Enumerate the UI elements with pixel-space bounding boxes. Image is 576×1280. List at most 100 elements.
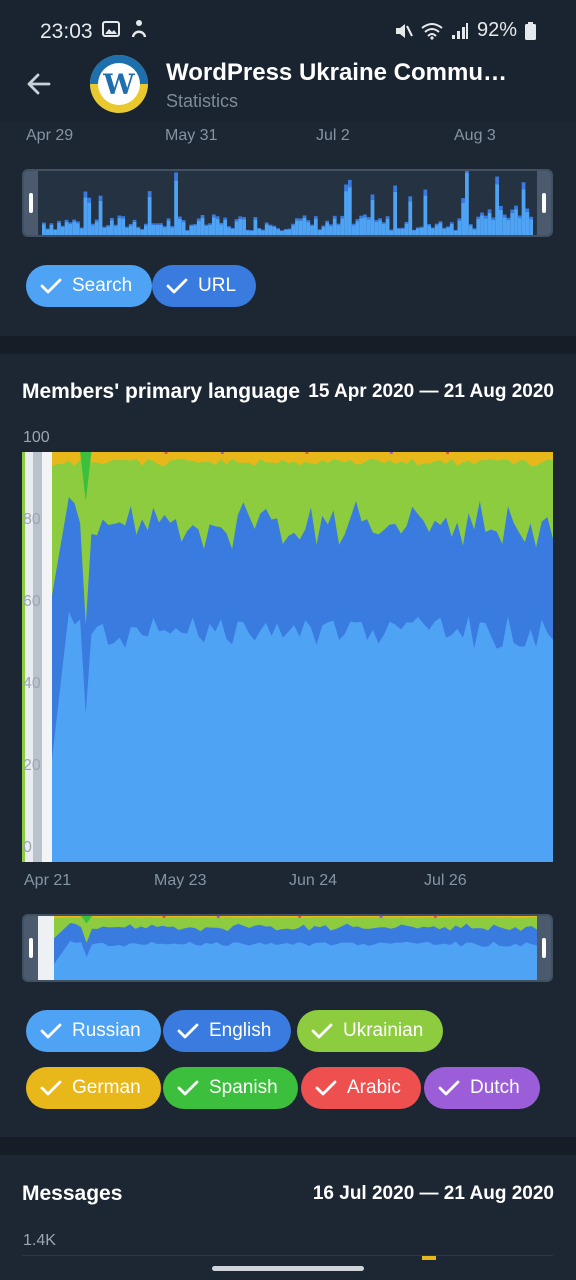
views-bar-top [174, 172, 178, 181]
views-bar [359, 218, 364, 235]
views-mini-bars [42, 171, 533, 235]
views-bar-top [68, 222, 73, 225]
views-bar [64, 221, 69, 235]
gesture-nav-bar[interactable] [212, 1266, 364, 1271]
views-bar [257, 228, 262, 235]
views-bar [499, 209, 503, 235]
range-handle-left[interactable] [24, 171, 38, 235]
language-mini-chart [38, 916, 537, 980]
views-bar [431, 228, 435, 235]
views-bar-top [242, 217, 246, 220]
views-bar [272, 226, 277, 235]
views-bar-top [412, 229, 416, 231]
views-bar [72, 221, 76, 235]
views-bar [476, 219, 481, 235]
views-bar-top [332, 215, 337, 219]
views-bar-top [121, 216, 126, 219]
views-bar-top [419, 226, 424, 228]
views-bar [230, 228, 235, 235]
range-handle-right[interactable] [537, 916, 551, 980]
legend-chip-dutch[interactable]: Dutch [424, 1067, 540, 1109]
views-bar [238, 218, 243, 235]
x-axis-label: Apr 21 [24, 872, 72, 889]
views-bar-top [442, 227, 447, 229]
views-bar-top [306, 220, 311, 223]
channel-avatar[interactable]: W [90, 55, 148, 113]
views-range-selector[interactable] [22, 169, 553, 237]
views-bar-top [347, 179, 352, 188]
views-bar [310, 225, 314, 235]
views-bar-top [400, 227, 405, 229]
legend-chip-spanish[interactable]: Spanish [163, 1067, 298, 1109]
views-bar [389, 230, 394, 235]
views-bar-top [45, 228, 50, 230]
views-bar [453, 230, 458, 235]
views-bar-top [64, 219, 69, 222]
legend-chip-german[interactable]: German [26, 1067, 161, 1109]
views-bar [317, 230, 322, 235]
y-tick-label: 40 [23, 675, 41, 692]
views-bar [506, 220, 511, 235]
views-bar-top [151, 223, 156, 225]
mute-icon [395, 23, 413, 38]
area-arabic [162, 916, 166, 918]
empty-period-strip [33, 452, 42, 862]
range-handle-right[interactable] [537, 171, 551, 235]
views-bar [155, 224, 160, 235]
language-range-selector[interactable] [22, 914, 553, 982]
views-bar [442, 228, 447, 235]
views-bar [344, 191, 348, 235]
range-handle-left[interactable] [24, 916, 38, 980]
views-bar [404, 223, 409, 235]
y-tick-label: 100 [23, 429, 50, 446]
views-bar [279, 230, 284, 235]
filter-chip-search[interactable]: Search [26, 265, 153, 307]
views-bar [60, 227, 65, 235]
views-bar [49, 224, 54, 235]
language-area-chart[interactable] [22, 452, 553, 862]
views-bar-top [83, 191, 88, 198]
views-bar [98, 200, 103, 235]
area-russian [52, 611, 553, 862]
views-bar-top [495, 176, 500, 185]
views-bar [347, 187, 352, 235]
views-bar-top [317, 229, 322, 231]
views-bar-top [438, 221, 443, 224]
legend-chip-english[interactable]: English [163, 1010, 292, 1052]
legend-chip-arabic[interactable]: Arabic [301, 1067, 421, 1109]
legend-chip-ukrainian[interactable]: Ukrainian [297, 1010, 444, 1052]
views-bar [408, 201, 413, 235]
views-bar-top [230, 227, 235, 229]
views-bar-top [408, 196, 413, 202]
views-bar-top [219, 222, 224, 225]
views-bar [245, 230, 250, 235]
views-bar [193, 225, 197, 235]
views-bar [166, 220, 171, 235]
views-bar [438, 223, 443, 235]
views-bar [340, 218, 345, 235]
views-bar-top [465, 171, 469, 173]
views-bar-top [366, 217, 371, 220]
area-dutch [379, 916, 383, 918]
views-bar-top [468, 224, 473, 226]
views-bar-top [381, 222, 386, 224]
area-russian [54, 940, 537, 980]
views-bar-top [529, 216, 533, 220]
views-bar [363, 217, 367, 235]
legend-chip-russian[interactable]: Russian [26, 1010, 161, 1052]
views-bar-top [211, 214, 216, 218]
views-bar-top [261, 229, 265, 231]
back-arrow-icon[interactable] [25, 70, 53, 98]
views-bar-top [196, 218, 201, 221]
views-bar [283, 229, 288, 235]
views-bar [249, 230, 254, 235]
views-bar [370, 199, 375, 235]
views-bar-top [125, 226, 129, 228]
views-bar [132, 221, 137, 235]
filter-chip-url[interactable]: URL [152, 265, 257, 307]
views-bar [468, 225, 473, 235]
views-bar-top [434, 223, 439, 226]
views-bar [234, 221, 239, 235]
y-tick-label: 20 [23, 757, 41, 774]
views-bar-top [234, 219, 239, 222]
